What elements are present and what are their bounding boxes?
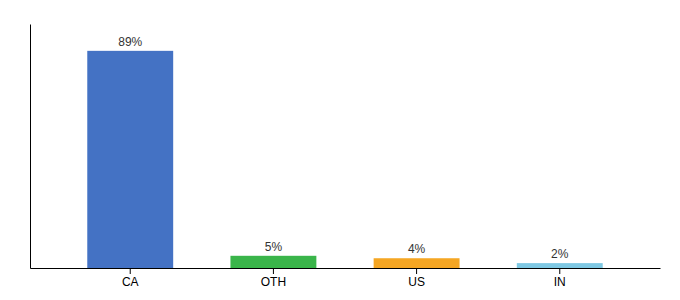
chart-svg: CA OTH US IN 89% 5% 4% 2% bbox=[0, 0, 680, 300]
bar bbox=[87, 51, 173, 268]
data-label: 5% bbox=[265, 240, 283, 254]
x-tick: CA bbox=[122, 268, 139, 289]
x-tick-mark bbox=[273, 268, 274, 274]
data-label: 2% bbox=[551, 247, 569, 261]
x-tick-mark bbox=[130, 268, 131, 274]
x-tick: US bbox=[408, 268, 425, 289]
chart-container: CA OTH US IN 89% 5% 4% 2% bbox=[0, 0, 680, 300]
x-tick-label: US bbox=[408, 275, 425, 289]
bar bbox=[517, 263, 603, 268]
x-tick-label: IN bbox=[554, 275, 566, 289]
data-labels: 89% 5% 4% 2% bbox=[118, 35, 569, 261]
x-axis: CA OTH US IN bbox=[31, 268, 661, 289]
data-label: 89% bbox=[118, 35, 142, 49]
y-axis bbox=[30, 25, 31, 269]
y-axis-line bbox=[30, 25, 31, 269]
x-tick: IN bbox=[554, 268, 566, 289]
x-tick-mark bbox=[416, 268, 417, 274]
data-label: 4% bbox=[408, 242, 426, 256]
x-tick-mark bbox=[559, 268, 560, 274]
x-tick: OTH bbox=[261, 268, 286, 289]
x-tick-label: CA bbox=[122, 275, 139, 289]
bar bbox=[374, 258, 460, 268]
x-axis-line bbox=[31, 268, 661, 269]
x-tick-label: OTH bbox=[261, 275, 286, 289]
bar bbox=[230, 256, 316, 268]
bars bbox=[87, 51, 602, 268]
plot-area: CA OTH US IN 89% 5% 4% 2% bbox=[31, 25, 661, 289]
